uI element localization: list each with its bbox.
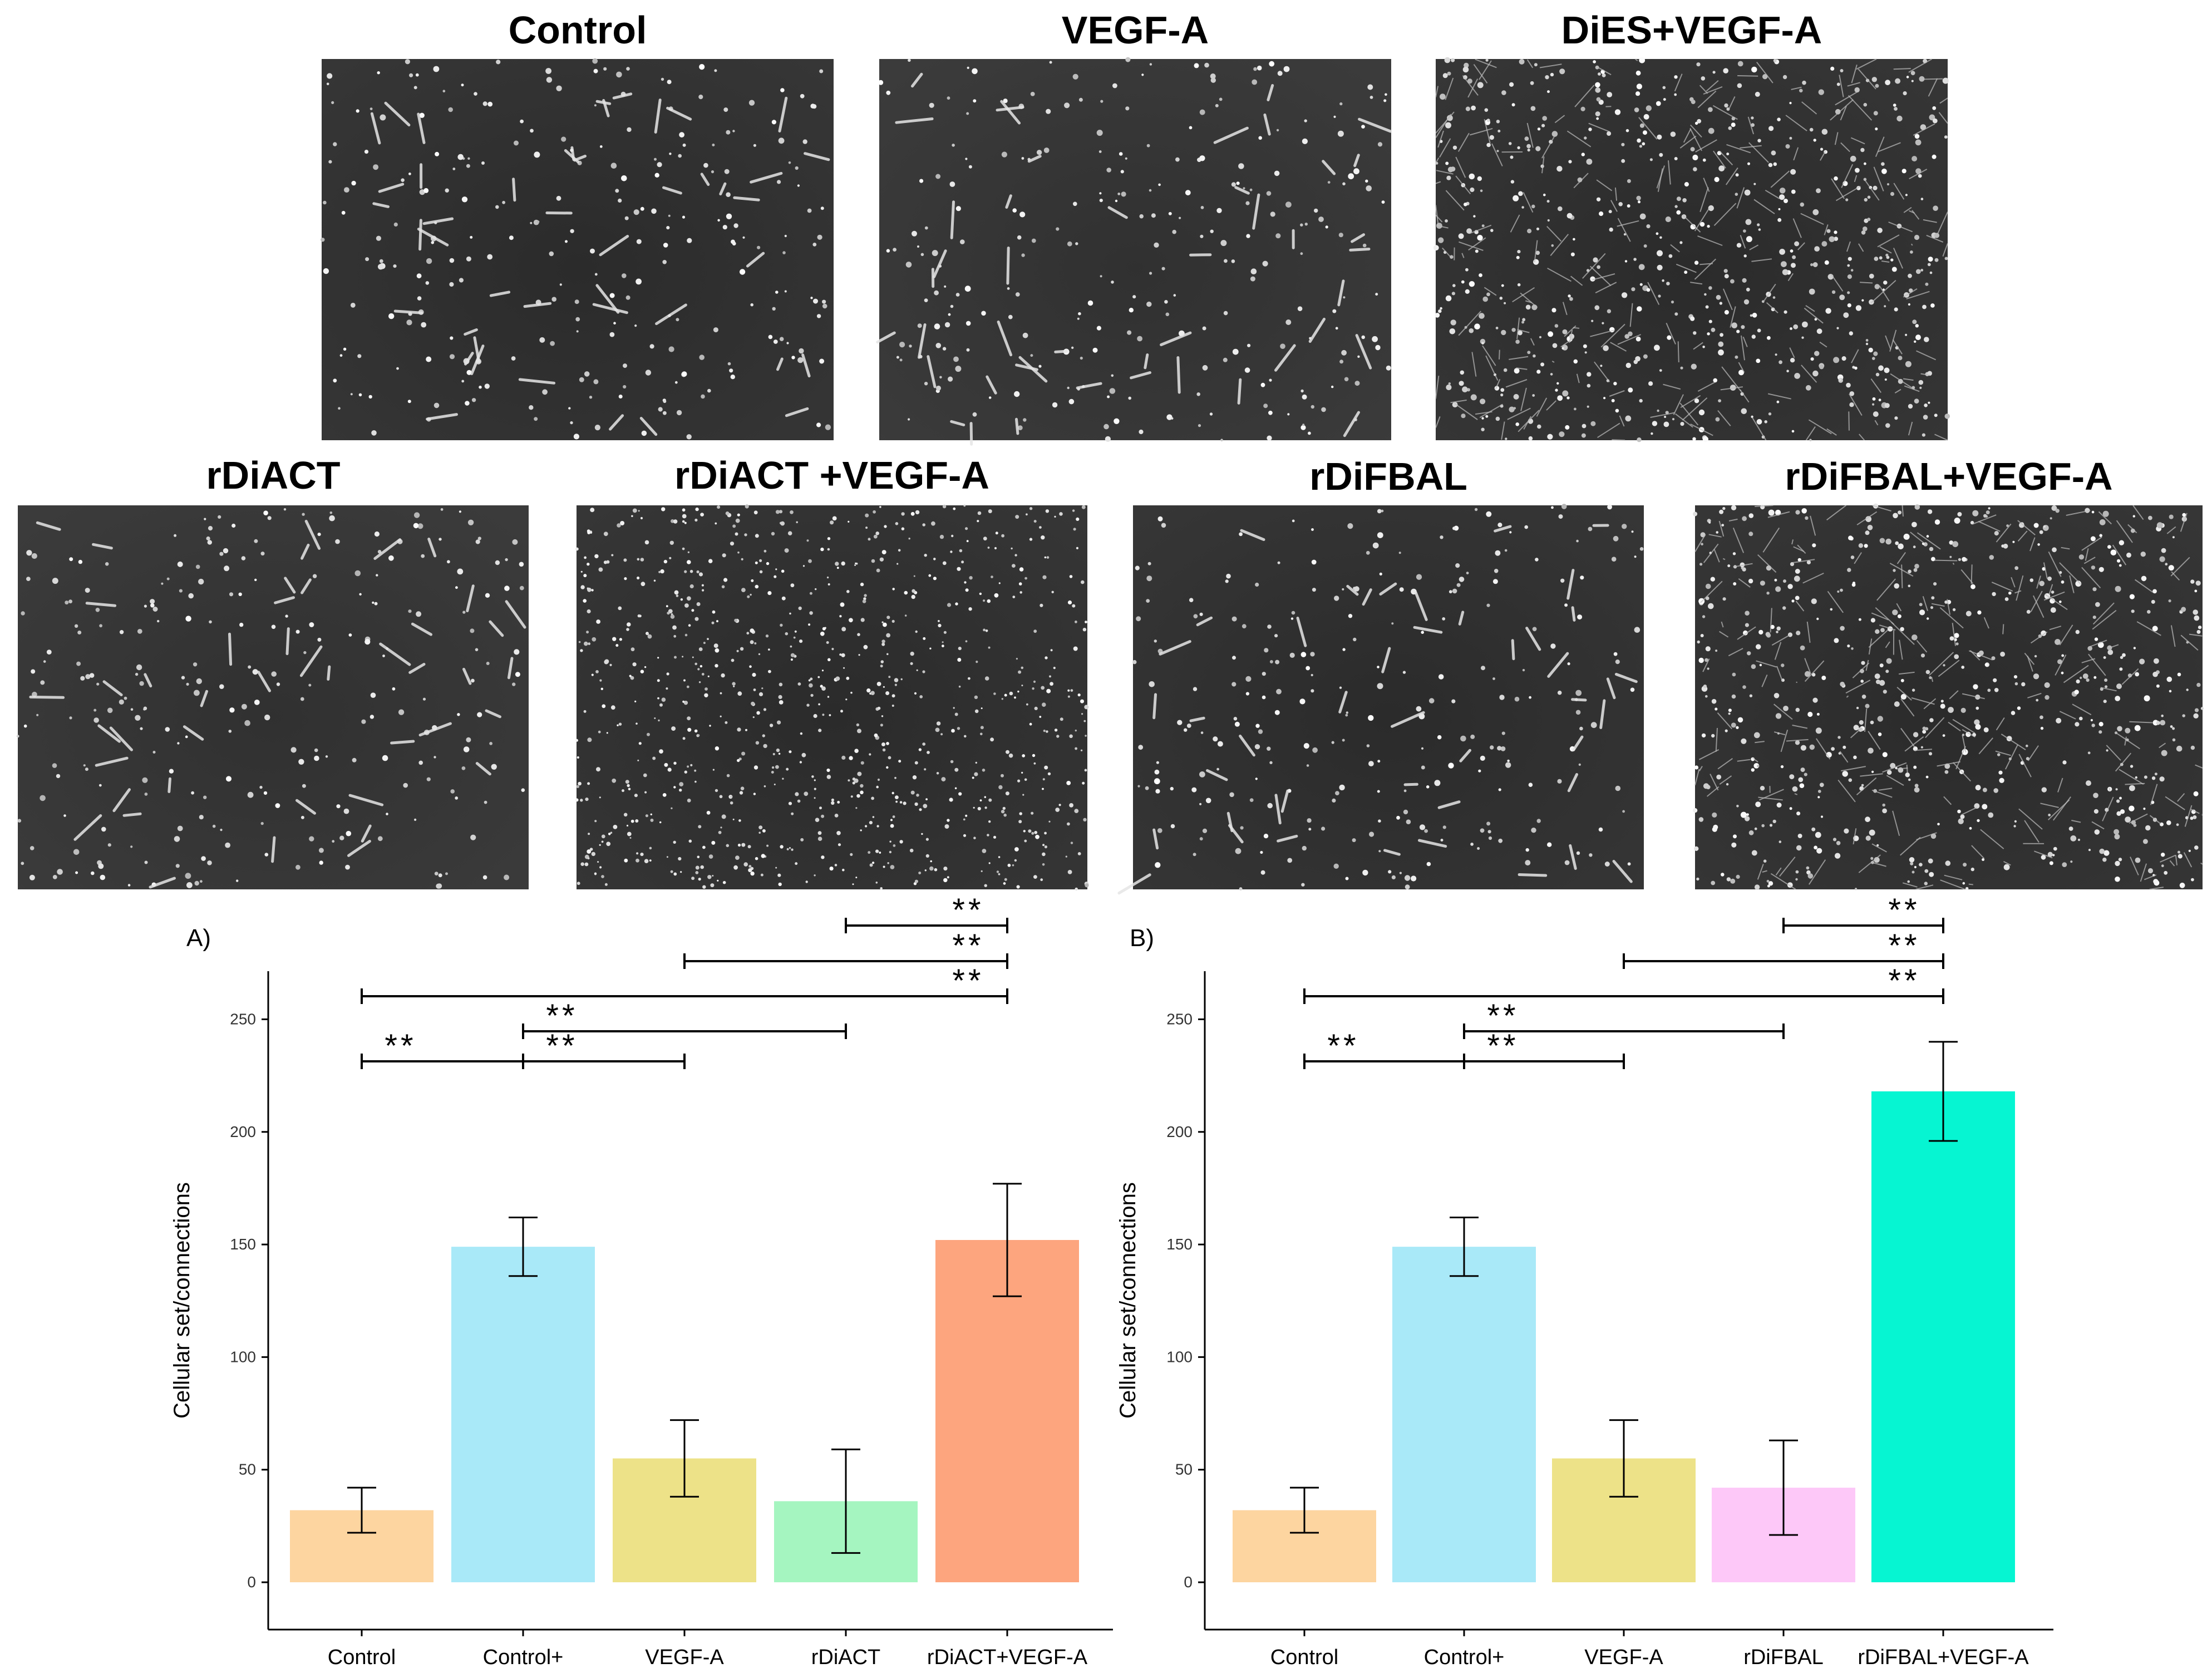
y-axis-label: Cellular set/connections [1116, 1182, 1140, 1419]
bar [1871, 1091, 2015, 1582]
micrograph-title: rDiFBAL+VEGF-A [1785, 455, 2112, 498]
micrograph-title: rDiFBAL [1309, 455, 1467, 498]
panel-label: A) [186, 924, 211, 952]
x-tick-label: Control [1270, 1646, 1339, 1669]
y-tick-label: 100 [1166, 1348, 1193, 1365]
micrograph-image [16, 505, 529, 889]
significance-label: ** [546, 998, 578, 1034]
significance-label: ** [1888, 892, 1920, 928]
x-tick-label: rDiFBAL [1743, 1646, 1824, 1669]
bar [451, 1247, 595, 1582]
significance-label: ** [952, 928, 984, 964]
micrograph-image [1117, 504, 1644, 895]
bar-chart-b: B) 0 50 100 150 200 250 Cellular set/connection… [1116, 892, 2053, 1669]
micrograph-title: rDiACT +VEGF-A [674, 454, 989, 497]
micrograph-image [575, 504, 1089, 891]
micrograph-title: rDiACT [206, 454, 340, 497]
x-tick-label: VEGF-A [1584, 1646, 1663, 1669]
bar-chart-a: A) 0 50 100 150 200 250 Cellular set/connection… [170, 892, 1113, 1669]
y-tick-label: 200 [230, 1123, 256, 1140]
y-tick-label: 250 [1166, 1010, 1193, 1027]
significance-label: ** [952, 963, 984, 999]
x-tick-label: rDiACT+VEGF-A [927, 1646, 1088, 1669]
x-tick-label: rDiFBAL+VEGF-A [1858, 1646, 2029, 1669]
micrograph-image [1433, 57, 1950, 442]
significance-label: ** [385, 1028, 416, 1064]
y-tick-label: 200 [1166, 1123, 1193, 1140]
y-tick-label: 250 [230, 1010, 256, 1027]
y-tick-label: 150 [1166, 1236, 1193, 1253]
y-tick-label: 150 [230, 1236, 256, 1253]
significance-label: ** [1487, 1028, 1519, 1064]
x-tick-label: rDiACT [811, 1646, 881, 1669]
panel-label: B) [1130, 924, 1154, 952]
x-tick-label: Control+ [1424, 1646, 1505, 1669]
significance-label: ** [546, 1028, 578, 1064]
significance-label: ** [952, 892, 984, 928]
significance-label: ** [1327, 1028, 1359, 1064]
y-tick-label: 0 [247, 1573, 256, 1591]
y-tick-label: 50 [1175, 1461, 1193, 1478]
micrograph-title: Control [509, 8, 647, 52]
y-tick-label: 100 [230, 1348, 256, 1365]
micrograph-title: VEGF-A [1062, 8, 1209, 52]
significance-label: ** [1888, 963, 1920, 999]
y-tick-label: 0 [1184, 1573, 1193, 1591]
micrograph-image [1693, 503, 2204, 890]
x-tick-label: Control [328, 1646, 396, 1669]
y-tick-label: 50 [239, 1461, 256, 1478]
y-axis-label: Cellular set/connections [170, 1182, 194, 1419]
bar [1392, 1247, 1536, 1582]
x-tick-label: Control+ [483, 1646, 564, 1669]
micrograph-image [876, 57, 1392, 446]
micrograph-title: DiES+VEGF-A [1561, 8, 1822, 52]
x-tick-label: VEGF-A [645, 1646, 724, 1669]
significance-label: ** [1888, 928, 1920, 964]
significance-label: ** [1487, 998, 1519, 1034]
micrograph-image [321, 58, 834, 440]
micrograph-grid: Control VEGF-A DiES+VEGF-A rDiACT rDiACT +VE… [16, 8, 2204, 895]
